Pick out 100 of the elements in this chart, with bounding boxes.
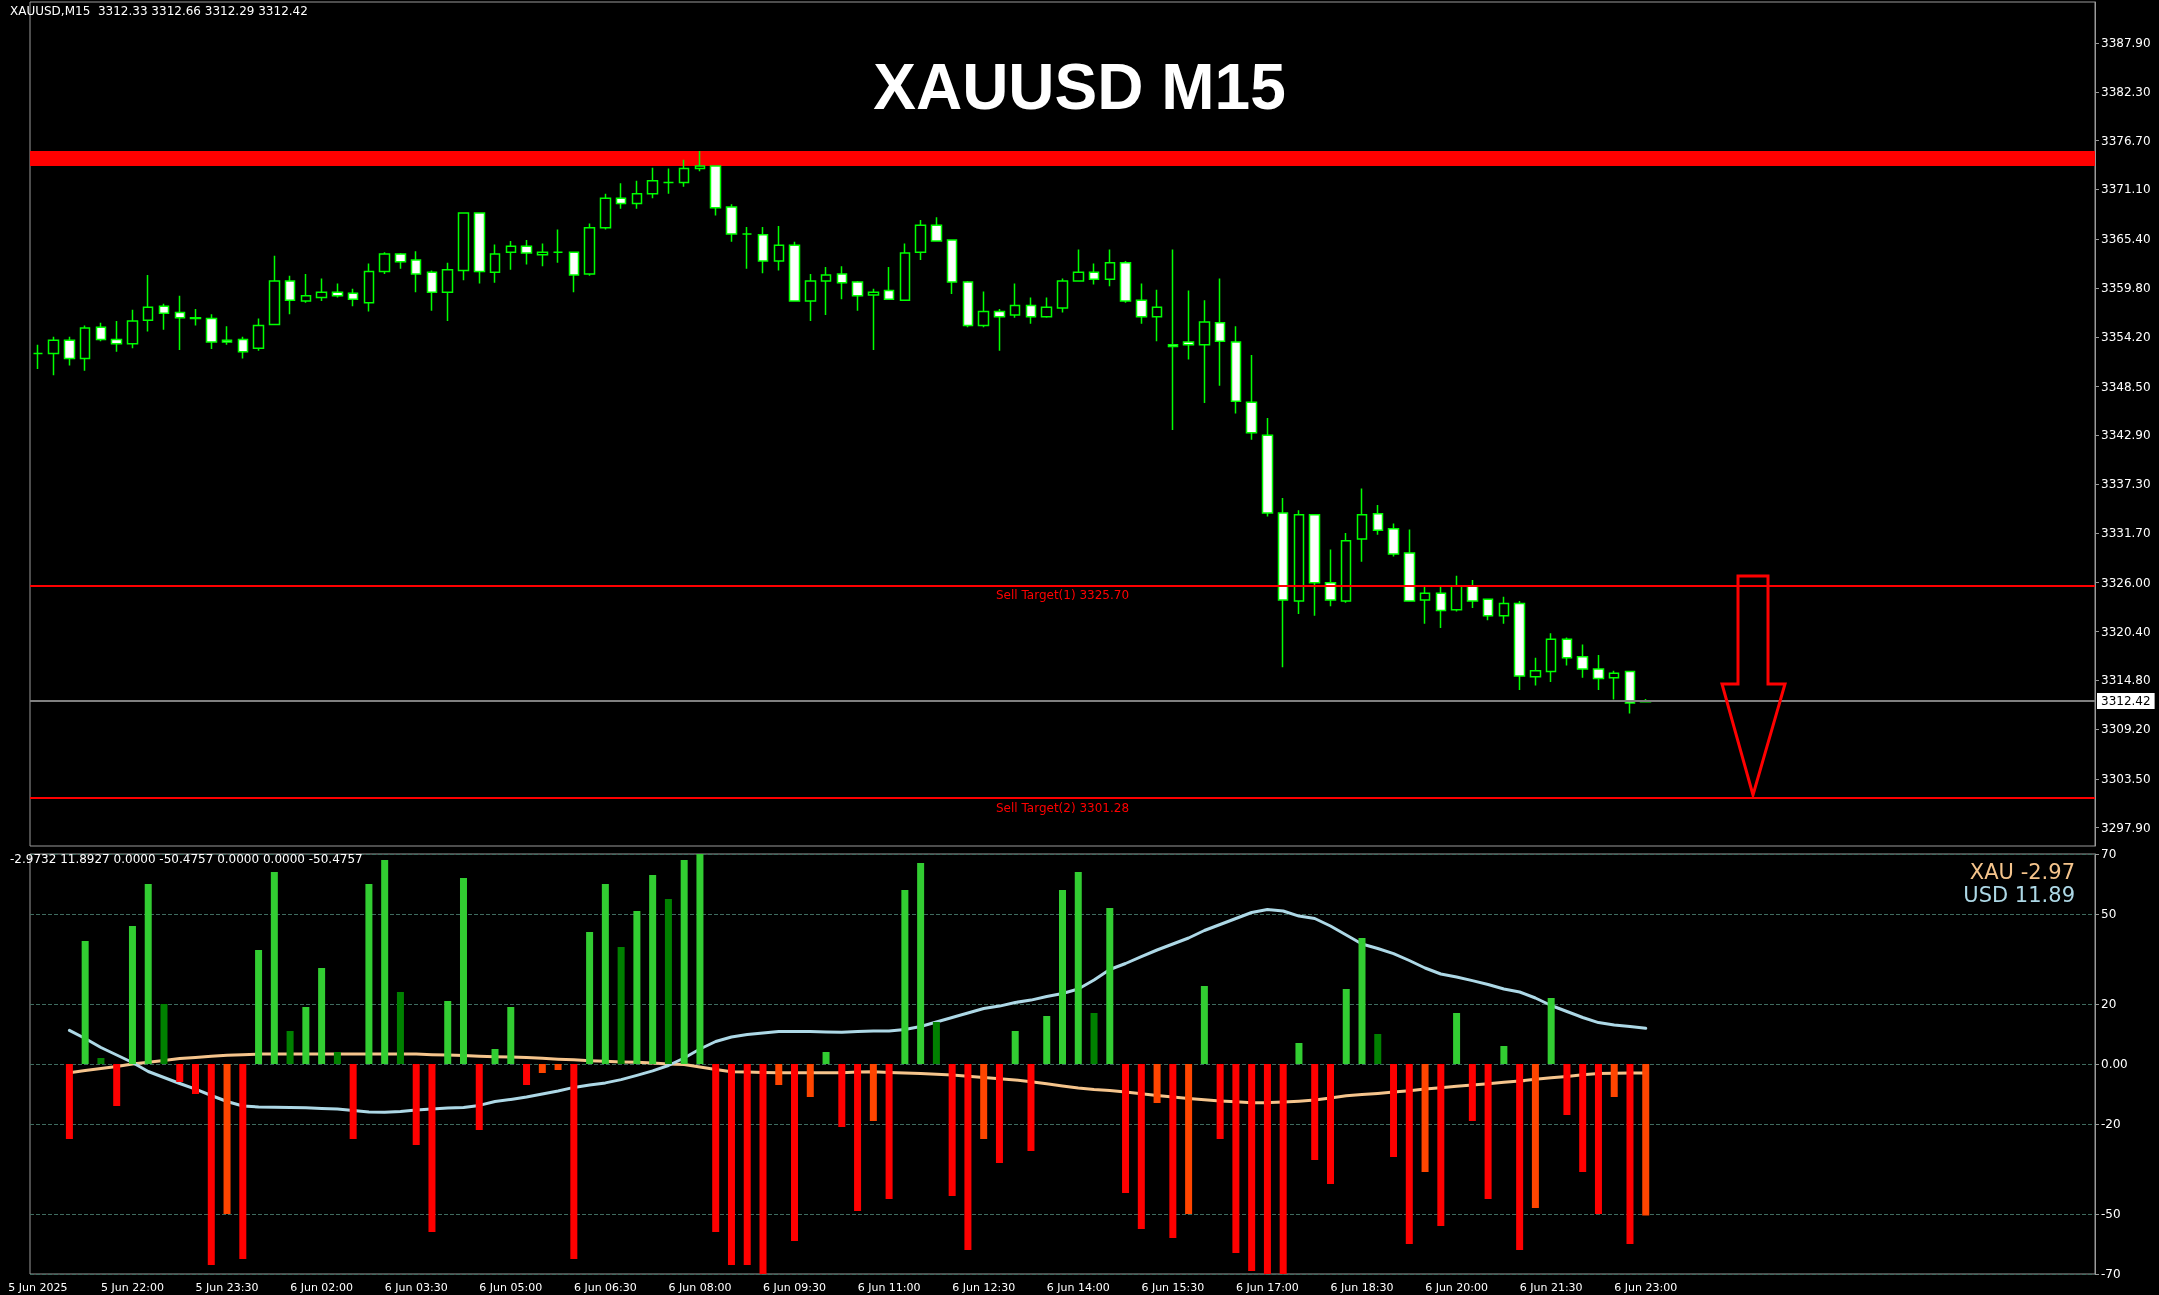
candlestick [189,308,202,327]
candlestick [1608,670,1620,701]
candlestick [883,266,895,301]
candlestick [678,159,690,188]
annotation: -2.9732 11.8927 0.0000 -50.4757 0.0000 0.0000 -50.4757 [10,852,363,866]
bar [223,1064,231,1214]
bar [601,884,609,1064]
candlestick [1387,522,1400,558]
candlestick [1009,282,1021,319]
x-tick-label: 6 Jun 02:00 [290,1281,354,1294]
candlestick [205,313,218,350]
bar [901,890,909,1064]
bar [160,1004,168,1064]
bar [1279,1064,1287,1274]
candlestick [1104,248,1116,287]
bar [1374,1034,1382,1064]
candlestick [410,250,422,294]
candlestick [1624,670,1636,715]
bar [1059,890,1066,1064]
candlestick [583,222,596,277]
candlestick [1293,509,1305,615]
y-tick-label: 3303.50 [2101,771,2151,786]
candlestick [568,251,580,294]
bar [696,854,704,1064]
bar [806,1064,814,1097]
ref-line-label: 3312.42 [2101,694,2151,709]
candlestick [914,219,927,261]
bar [523,1064,531,1085]
candlestick [1561,636,1573,667]
candlestick [1088,262,1100,286]
bar [176,1064,184,1082]
candlestick [520,239,533,266]
bar [759,1064,767,1274]
candlestick [804,273,817,322]
candlestick [95,322,107,342]
candlestick [331,282,344,299]
candlestick [221,325,233,346]
candlestick [1308,513,1321,617]
x-tick-label: 6 Jun 03:30 [384,1281,448,1294]
bar [838,1064,846,1127]
bar [932,1022,940,1064]
bar [775,1064,783,1085]
candlestick [615,182,627,210]
bar [664,899,672,1064]
bar [1011,1031,1019,1064]
candlestick [158,302,170,331]
bar [712,1064,720,1232]
bar [396,992,404,1064]
bar [822,1052,830,1064]
bar [255,950,263,1064]
candlestick [851,280,864,312]
candlestick [867,288,880,351]
bar [538,1064,546,1073]
bar [1563,1064,1571,1115]
x-tick-label: 6 Jun 18:30 [1330,1281,1394,1294]
candlestick [946,239,958,295]
candlestick [599,193,612,231]
bar [1468,1064,1476,1121]
x-tick-label: 6 Jun 06:30 [573,1281,637,1294]
bar [1626,1064,1634,1244]
bar [1027,1064,1035,1151]
bar [81,941,89,1064]
y-tick-label: 3342.90 [2101,428,2151,443]
bar [948,1064,956,1196]
candlestick [725,203,738,243]
x-tick-label: 6 Jun 23:00 [1614,1281,1678,1294]
y-tick-label: 3387.90 [2101,35,2151,50]
candlestick [1230,325,1242,415]
bar [318,968,326,1064]
annotation: XAUUSD,M15 3312.33 3312.66 3312.29 3312.42 [10,4,308,18]
text: XAUUSD M15 [873,51,1286,123]
candlestick [694,150,706,172]
bar [1169,1064,1177,1238]
candlestick [252,317,265,352]
candlestick [1261,417,1274,518]
y-tick-label: -20 [2101,1117,2121,1131]
x-tick-label: 5 Jun 22:00 [101,1281,164,1294]
candlestick [1403,528,1416,602]
bar [1248,1064,1256,1271]
bar [680,860,688,1064]
candlestick [1529,656,1542,687]
bar [554,1064,562,1070]
y-tick-label: 3320.40 [2101,624,2151,639]
candlestick [1482,597,1494,621]
y-tick-label: 3365.40 [2101,232,2151,247]
candlestick [1040,296,1053,319]
bar [1421,1064,1429,1172]
candlestick [394,252,407,270]
bar [980,1064,988,1139]
y-tick-label: 3354.20 [2101,329,2151,344]
candlestick [1151,288,1163,342]
y-tick-label: 3348.50 [2101,379,2151,394]
candlestick [284,275,296,315]
bar [1390,1064,1398,1157]
candlestick [473,211,486,285]
bar [1153,1064,1161,1103]
bar [1185,1064,1193,1214]
bar [727,1064,735,1265]
candlestick [977,290,990,328]
ref-line-label: Sell Target(2) 3301.28 [995,801,1130,816]
